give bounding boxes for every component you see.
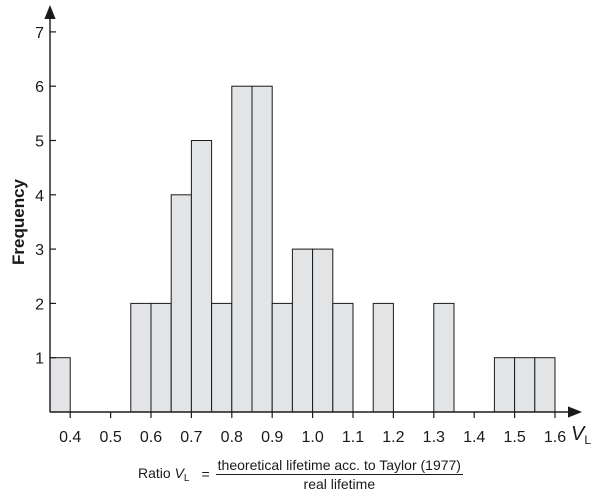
y-tick-label: 4 [35, 188, 44, 205]
y-tick-label: 2 [35, 296, 44, 313]
histogram-bar [251, 85, 273, 413]
x-tick-label: 0.8 [221, 429, 243, 446]
x-tick-label: 0.5 [99, 429, 121, 446]
x-tick-label: 1.0 [301, 429, 323, 446]
histogram-bar [493, 357, 516, 413]
y-tick-label: 1 [35, 351, 44, 368]
x-axis-label-equals: = [201, 466, 210, 482]
x-tick-label: 0.9 [261, 429, 283, 446]
y-tick-label: 6 [35, 79, 44, 96]
histogram-bar [291, 248, 314, 413]
histogram-bar [170, 194, 192, 413]
histogram-bars [49, 85, 556, 413]
x-axis-label-subscript: L [183, 472, 190, 484]
y-tick-label: 5 [35, 134, 44, 151]
x-axis-ticks: 0.4 0.5 0.6 0.7 0.8 0.9 1.0 1.1 1.2 1.3 1.4 1.5 1.6 [59, 412, 566, 446]
histogram-bar [332, 302, 354, 413]
histogram-bar [514, 357, 536, 413]
x-tick-label: 1.1 [342, 429, 364, 446]
x-tick-label: 1.6 [544, 429, 566, 446]
x-tick-label: 0.6 [140, 429, 162, 446]
x-axis-label: Ratio VL = theoretical lifetime acc. to … [0, 454, 601, 494]
y-axis-ticks: 1 2 3 4 5 6 7 [35, 25, 56, 368]
x-axis-label-denominator: real lifetime [303, 475, 376, 492]
x-axis-label-prefix: Ratio [138, 464, 171, 481]
histogram-bar [372, 302, 394, 413]
x-axis-label-numerator: theoretical lifetime acc. to Taylor (197… [215, 456, 463, 475]
x-tick-label: 1.5 [503, 429, 525, 446]
histogram-bar [150, 302, 172, 413]
x-tick-label: 1.2 [382, 429, 404, 446]
histogram-bar [534, 357, 556, 413]
x-tick-label: 1.3 [423, 429, 445, 446]
y-tick-label: 7 [35, 25, 44, 42]
histogram-bar [130, 302, 152, 413]
x-axis-label-symbol: V [174, 464, 184, 481]
histogram-bar [211, 302, 233, 413]
x-axis-symbol: VL [571, 423, 591, 447]
y-tick-label: 3 [35, 242, 44, 259]
y-axis-label: Frequency [9, 178, 28, 265]
histogram-bar [312, 248, 334, 413]
histogram-bar [231, 85, 253, 413]
histogram-bar [49, 357, 71, 413]
histogram-bar [190, 140, 213, 413]
histogram-bar [271, 302, 293, 413]
x-tick-label: 0.7 [180, 429, 202, 446]
x-tick-label: 1.4 [463, 429, 485, 446]
histogram-bar [433, 302, 455, 413]
x-axis-label-fraction: theoretical lifetime acc. to Taylor (197… [215, 456, 463, 492]
x-tick-label: 0.4 [59, 429, 81, 446]
